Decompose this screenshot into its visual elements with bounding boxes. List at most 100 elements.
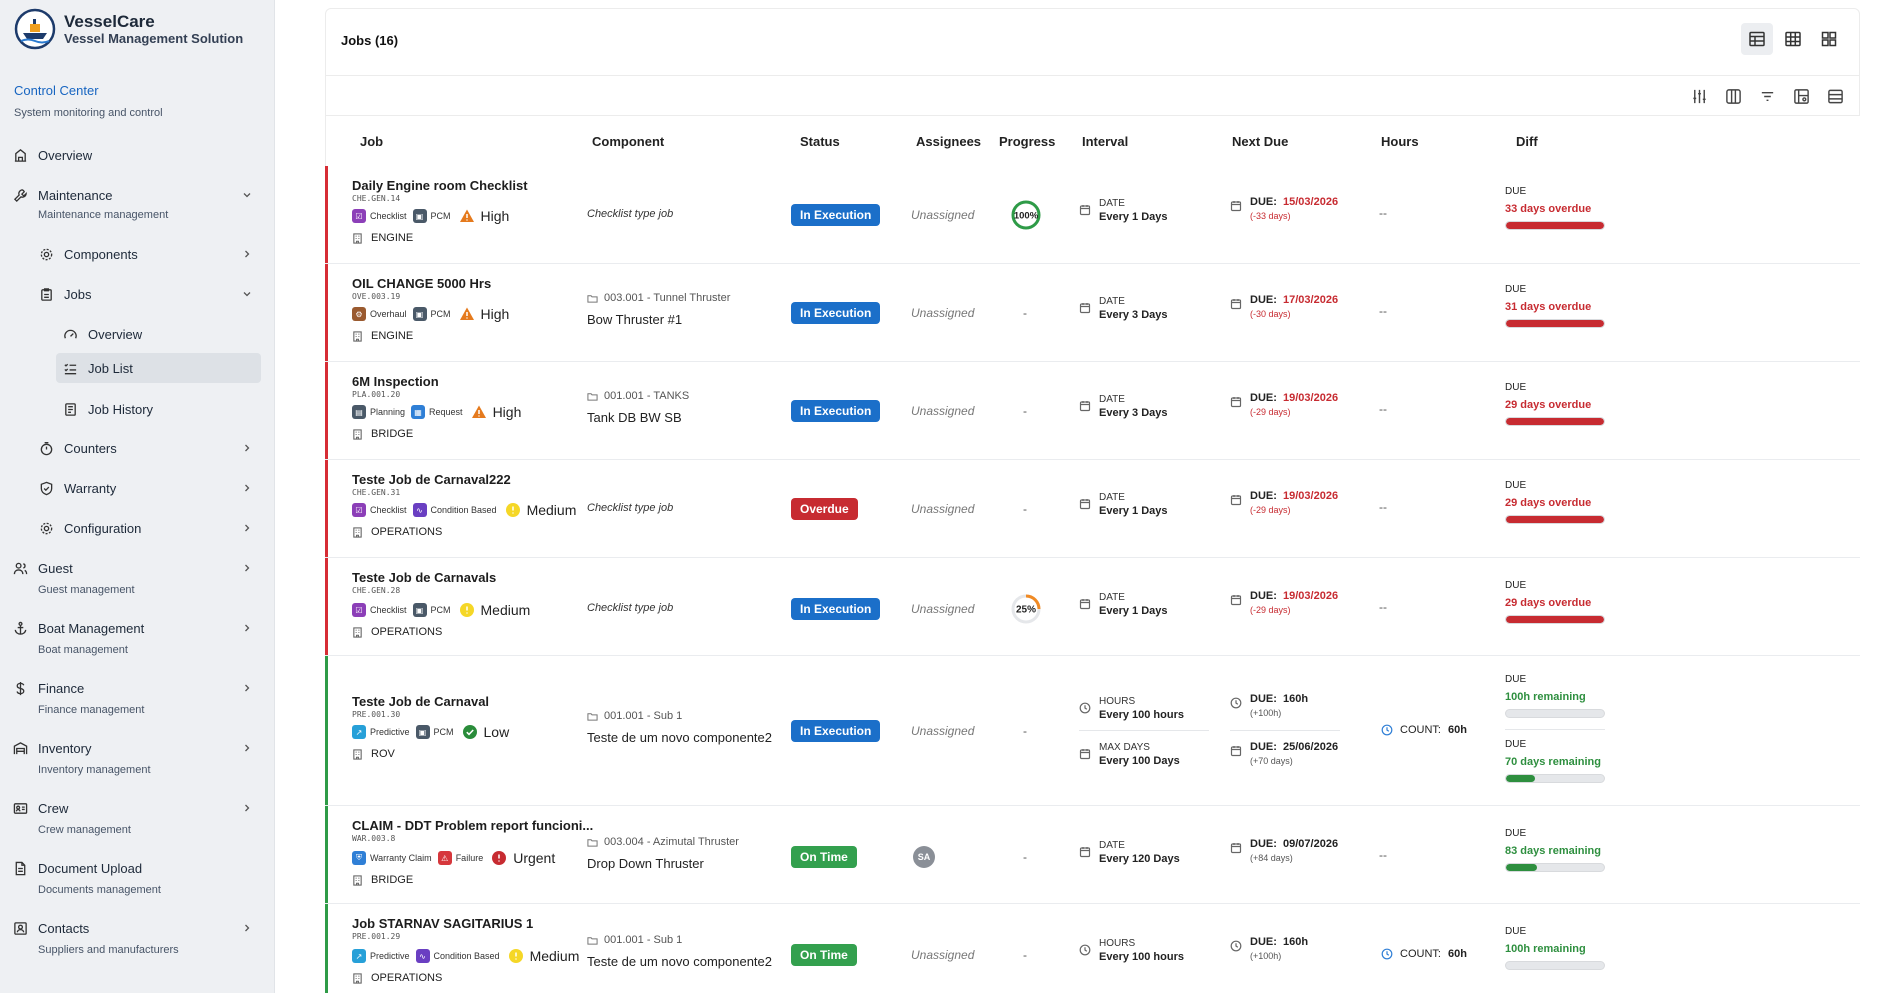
sidebar-item-configuration[interactable]: Configuration <box>38 513 262 543</box>
sidebar-item-overview[interactable]: Overview <box>12 140 262 170</box>
status-badge: In Execution <box>791 400 881 422</box>
assignee[interactable]: Unassigned <box>911 306 975 320</box>
sidebar-item-maintenance[interactable]: Maintenance <box>12 180 262 210</box>
sidebar-item-guest[interactable]: Guest <box>12 553 262 583</box>
assignee[interactable]: Unassigned <box>911 404 975 418</box>
docs-desc: Documents management <box>38 884 161 896</box>
column-header-job[interactable]: Job <box>360 134 384 149</box>
tag-condition-based: ∿ Condition Based <box>412 503 497 517</box>
job-tags: ⛨ Warranty Claim ⚠ Failure Urgent <box>352 850 555 866</box>
diff-text: 29 days overdue <box>1505 597 1592 609</box>
grid-view-button[interactable] <box>1777 23 1809 55</box>
clock-icon <box>1230 697 1242 709</box>
department: ROV <box>352 748 395 760</box>
assignee[interactable]: Unassigned <box>911 502 975 516</box>
folder-icon <box>587 838 598 847</box>
column-header-next-due[interactable]: Next Due <box>1232 134 1289 149</box>
sidebar-item-crew[interactable]: Crew <box>12 793 262 823</box>
sidebar-item-jobs[interactable]: Jobs <box>38 279 262 309</box>
pcm-icon: ▣ <box>412 209 427 223</box>
card-view-button[interactable] <box>1813 23 1845 55</box>
brand[interactable]: VesselCare Vessel Management Solution <box>14 8 243 50</box>
sidebar-item-finance[interactable]: Finance <box>12 673 262 703</box>
assignee[interactable]: Unassigned <box>911 724 975 738</box>
component-name[interactable]: Teste de um novo componente2 <box>587 730 773 745</box>
table-row[interactable]: Job STARNAV SAGITARIUS 1 PRE.001.29 ↗ Pre… <box>325 904 1860 993</box>
job-title[interactable]: Daily Engine room Checklist <box>352 178 528 193</box>
job-title[interactable]: CLAIM - DDT Problem report funcioni... <box>352 818 594 833</box>
table-view-button[interactable] <box>1741 23 1773 55</box>
sidebar-item-job-list[interactable]: Job List <box>56 353 261 383</box>
columns-icon <box>1725 88 1741 104</box>
checklist-icon: ☑ <box>352 503 366 517</box>
assignee[interactable]: Unassigned <box>911 602 975 616</box>
filter-button[interactable] <box>1757 86 1777 106</box>
sidebar-item-document-upload[interactable]: Document Upload <box>12 853 262 883</box>
calendar-icon <box>1079 401 1091 412</box>
assignee[interactable]: Unassigned <box>911 948 975 962</box>
sidebar-item-inventory[interactable]: Inventory <box>12 733 262 763</box>
control-center-title[interactable]: Control Center <box>14 83 99 98</box>
sidebar-item-components[interactable]: Components <box>38 239 262 269</box>
component-name[interactable]: Tank DB BW SB <box>587 410 682 425</box>
table-row[interactable]: Daily Engine room Checklist CHE.GEN.14 ☑… <box>325 166 1860 264</box>
sidebar-item-contacts[interactable]: Contacts <box>12 913 262 943</box>
chevron-right-icon <box>245 684 250 692</box>
clock-icon <box>1079 944 1091 956</box>
table-row[interactable]: Teste Job de Carnaval222 CHE.GEN.31 ☑ Che… <box>325 460 1860 558</box>
tag-label: Checklist <box>370 211 407 221</box>
table-row[interactable]: Teste Job de Carnavals CHE.GEN.28 ☑ Check… <box>325 558 1860 656</box>
sidebar-item-label: Job History <box>88 401 154 417</box>
tag-label: Predictive <box>370 951 410 961</box>
column-header-progress[interactable]: Progress <box>999 134 1056 149</box>
clock-icon <box>1079 702 1091 714</box>
column-header-status[interactable]: Status <box>800 134 840 149</box>
job-title[interactable]: Teste Job de Carnaval <box>352 694 490 709</box>
next-due-divider <box>1230 730 1340 731</box>
sidebar-item-label: Configuration <box>64 520 142 536</box>
component-name[interactable]: Teste de um novo componente2 <box>587 954 773 969</box>
job-title[interactable]: Teste Job de Carnaval222 <box>352 472 511 487</box>
sidebar-item-job-history[interactable]: Job History <box>62 394 262 424</box>
component-name[interactable]: Bow Thruster #1 <box>587 312 683 327</box>
job-title[interactable]: Job STARNAV SAGITARIUS 1 <box>352 916 534 931</box>
settings-icon <box>38 520 54 536</box>
job-title[interactable]: 6M Inspection <box>352 374 439 389</box>
column-header-interval[interactable]: Interval <box>1082 134 1129 149</box>
tag-request: ▦ Request <box>411 405 463 419</box>
diff: DUE 100h remaining <box>1505 674 1860 718</box>
request-icon: ▦ <box>411 405 426 419</box>
column-header-assignees[interactable]: Assignees <box>916 134 982 149</box>
layout-button[interactable] <box>1791 86 1811 106</box>
sidebar-item-counters[interactable]: Counters <box>38 433 262 463</box>
card-header: Jobs (16) <box>325 8 1860 76</box>
progress-ring: 100% <box>1011 200 1041 230</box>
column-header-component[interactable]: Component <box>592 134 665 149</box>
job-title[interactable]: OIL CHANGE 5000 Hrs <box>352 276 492 291</box>
component-name[interactable]: Drop Down Thruster <box>587 856 704 871</box>
interval-value: Every 3 Days <box>1099 407 1168 419</box>
tag-label: Condition Based <box>433 951 500 961</box>
table-row[interactable]: OIL CHANGE 5000 Hrs OVE.003.19 ⚙ Overhaul… <box>325 264 1860 362</box>
interval: DATE Every 1 Days <box>1079 198 1168 223</box>
sidebar-item-jobs-overview[interactable]: Overview <box>62 319 262 349</box>
job-title[interactable]: Teste Job de Carnavals <box>352 570 497 585</box>
calendar-icon <box>1079 499 1091 510</box>
column-header-diff[interactable]: Diff <box>1516 134 1538 149</box>
interval: DATE Every 1 Days <box>1079 592 1168 617</box>
table-row[interactable]: 6M Inspection PLA.001.20 ▤ Planning ▦ Requ… <box>325 362 1860 460</box>
assignee[interactable]: Unassigned <box>911 208 975 222</box>
avatar[interactable]: SA <box>913 846 935 868</box>
job-code: OVE.003.19 <box>352 292 401 301</box>
adjustments-button[interactable] <box>1689 86 1709 106</box>
tag-label: Warranty Claim <box>370 853 432 863</box>
table-row[interactable]: CLAIM - DDT Problem report funcioni... W… <box>325 806 1860 904</box>
diff-label: DUE <box>1505 739 1527 750</box>
column-header-hours[interactable]: Hours <box>1381 134 1419 149</box>
density-button[interactable] <box>1825 86 1845 106</box>
sidebar-item-boat-management[interactable]: Boat Management <box>12 613 262 643</box>
sidebar-item-warranty[interactable]: Warranty <box>38 473 262 503</box>
columns-button[interactable] <box>1723 86 1743 106</box>
sidebar-item-label: Maintenance <box>38 187 113 203</box>
table-row[interactable]: Teste Job de Carnaval PRE.001.30 ↗ Predic… <box>325 656 1860 806</box>
